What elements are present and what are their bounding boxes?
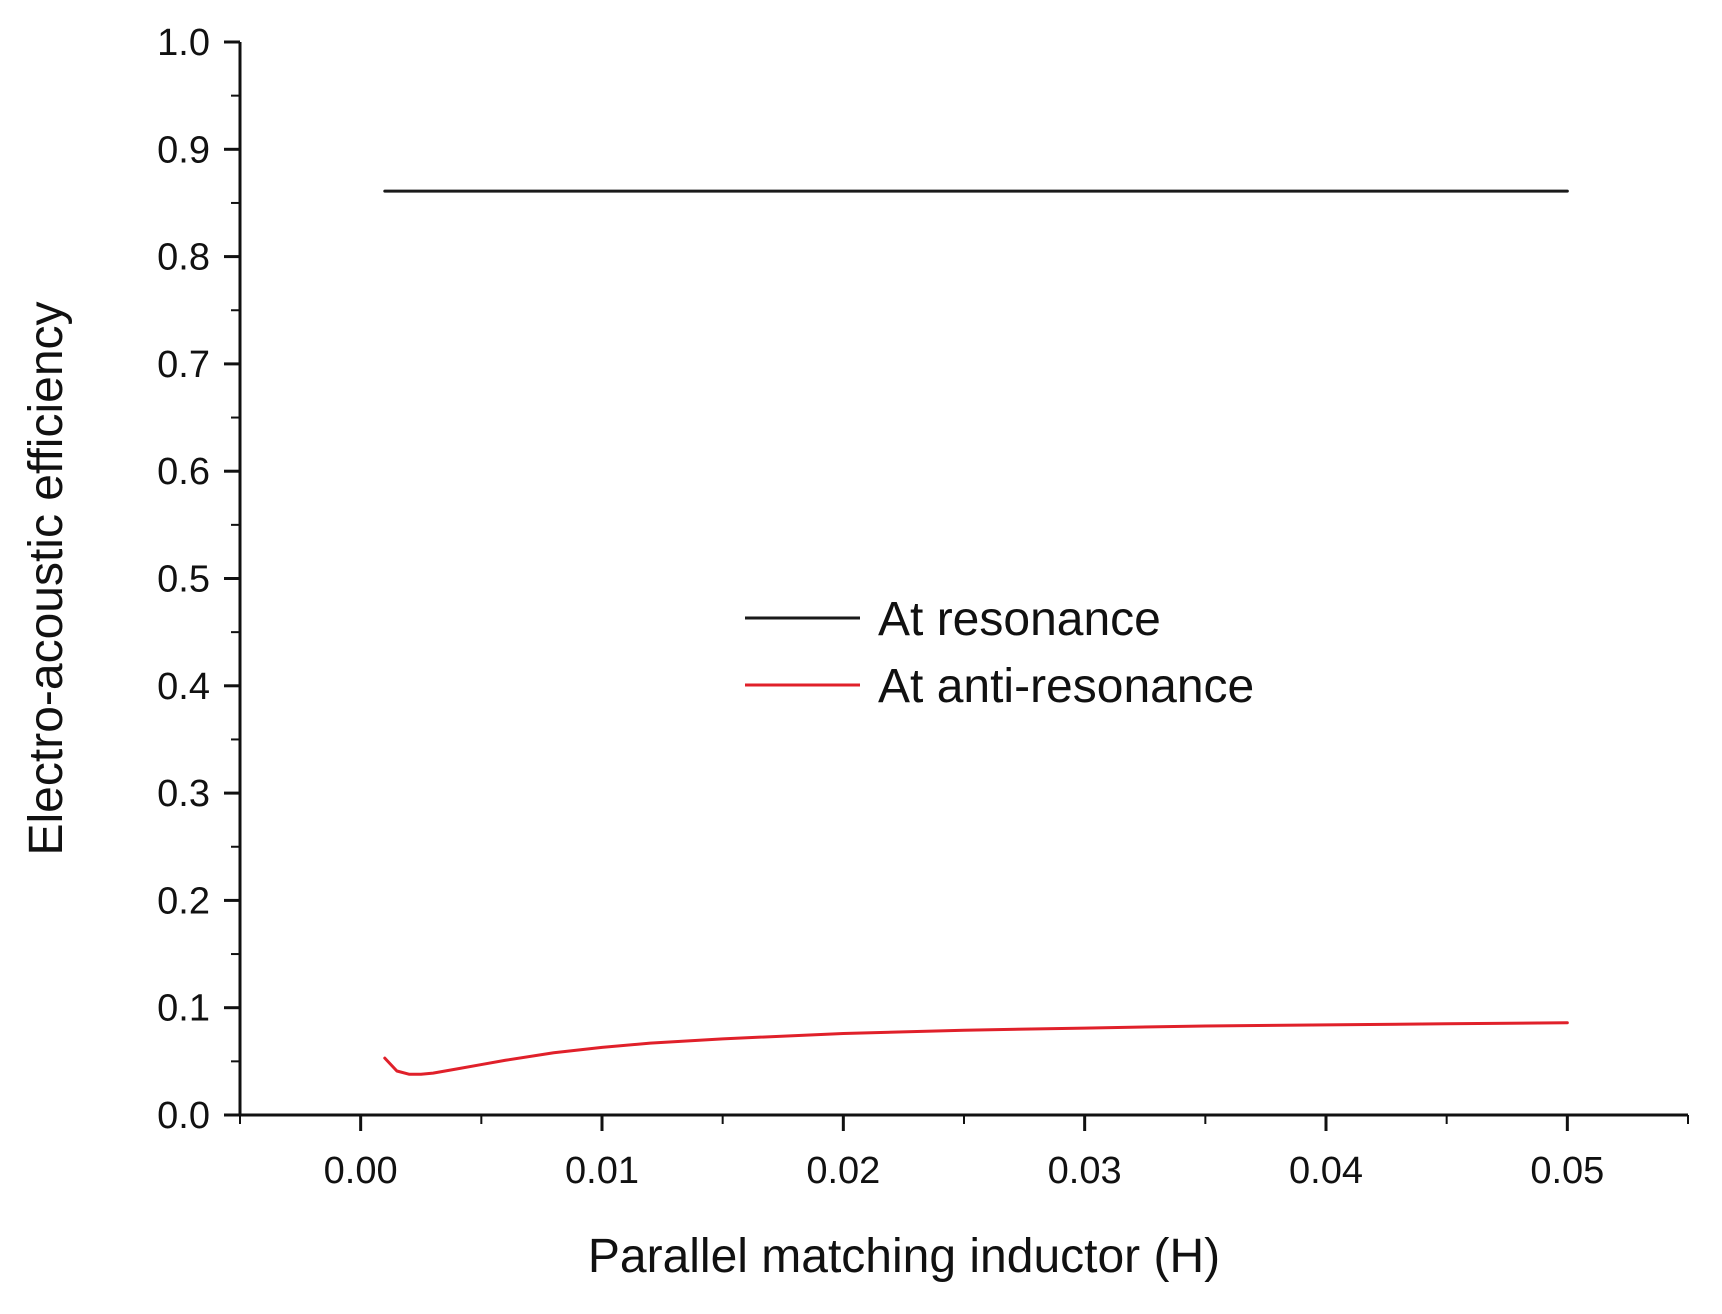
x-tick-label: 0.03 [1048,1150,1122,1192]
y-tick-label: 0.3 [157,773,210,815]
y-tick-label: 0.2 [157,880,210,922]
y-tick-label: 0.7 [157,344,210,386]
x-tick-label: 0.01 [565,1150,639,1192]
x-tick-label: 0.04 [1289,1150,1363,1192]
legend-label-resonance: At resonance [878,593,1161,646]
legend: At resonance At anti-resonance [745,593,1254,713]
y-tick-label: 0.9 [157,129,210,171]
y-tick-label: 0.1 [157,988,210,1030]
y-tick-label: 0.4 [157,666,210,708]
axes: 0.0 0.1 0.2 0.3 0.4 0.5 0.6 0.7 0.8 0.9 1.0 0.00 0.0… [157,22,1689,1192]
y-tick-label: 0.5 [157,559,210,601]
x-tick-label: 0.00 [324,1150,398,1192]
x-axis-title: Parallel matching inductor (H) [588,1230,1220,1283]
y-axis-title: Electro-acoustic efficiency [20,301,73,855]
y-tick-label: 0.8 [157,237,210,279]
y-tick-label: 1.0 [157,22,210,64]
y-tick-label: 0.0 [157,1095,210,1137]
series-line-anti-resonance [383,1021,1569,1076]
x-tick-label: 0.02 [806,1150,880,1192]
plot-lines [383,189,1569,1076]
y-tick-label: 0.6 [157,451,210,493]
legend-label-anti-resonance: At anti-resonance [878,660,1254,713]
x-tick-label: 0.05 [1530,1150,1604,1192]
